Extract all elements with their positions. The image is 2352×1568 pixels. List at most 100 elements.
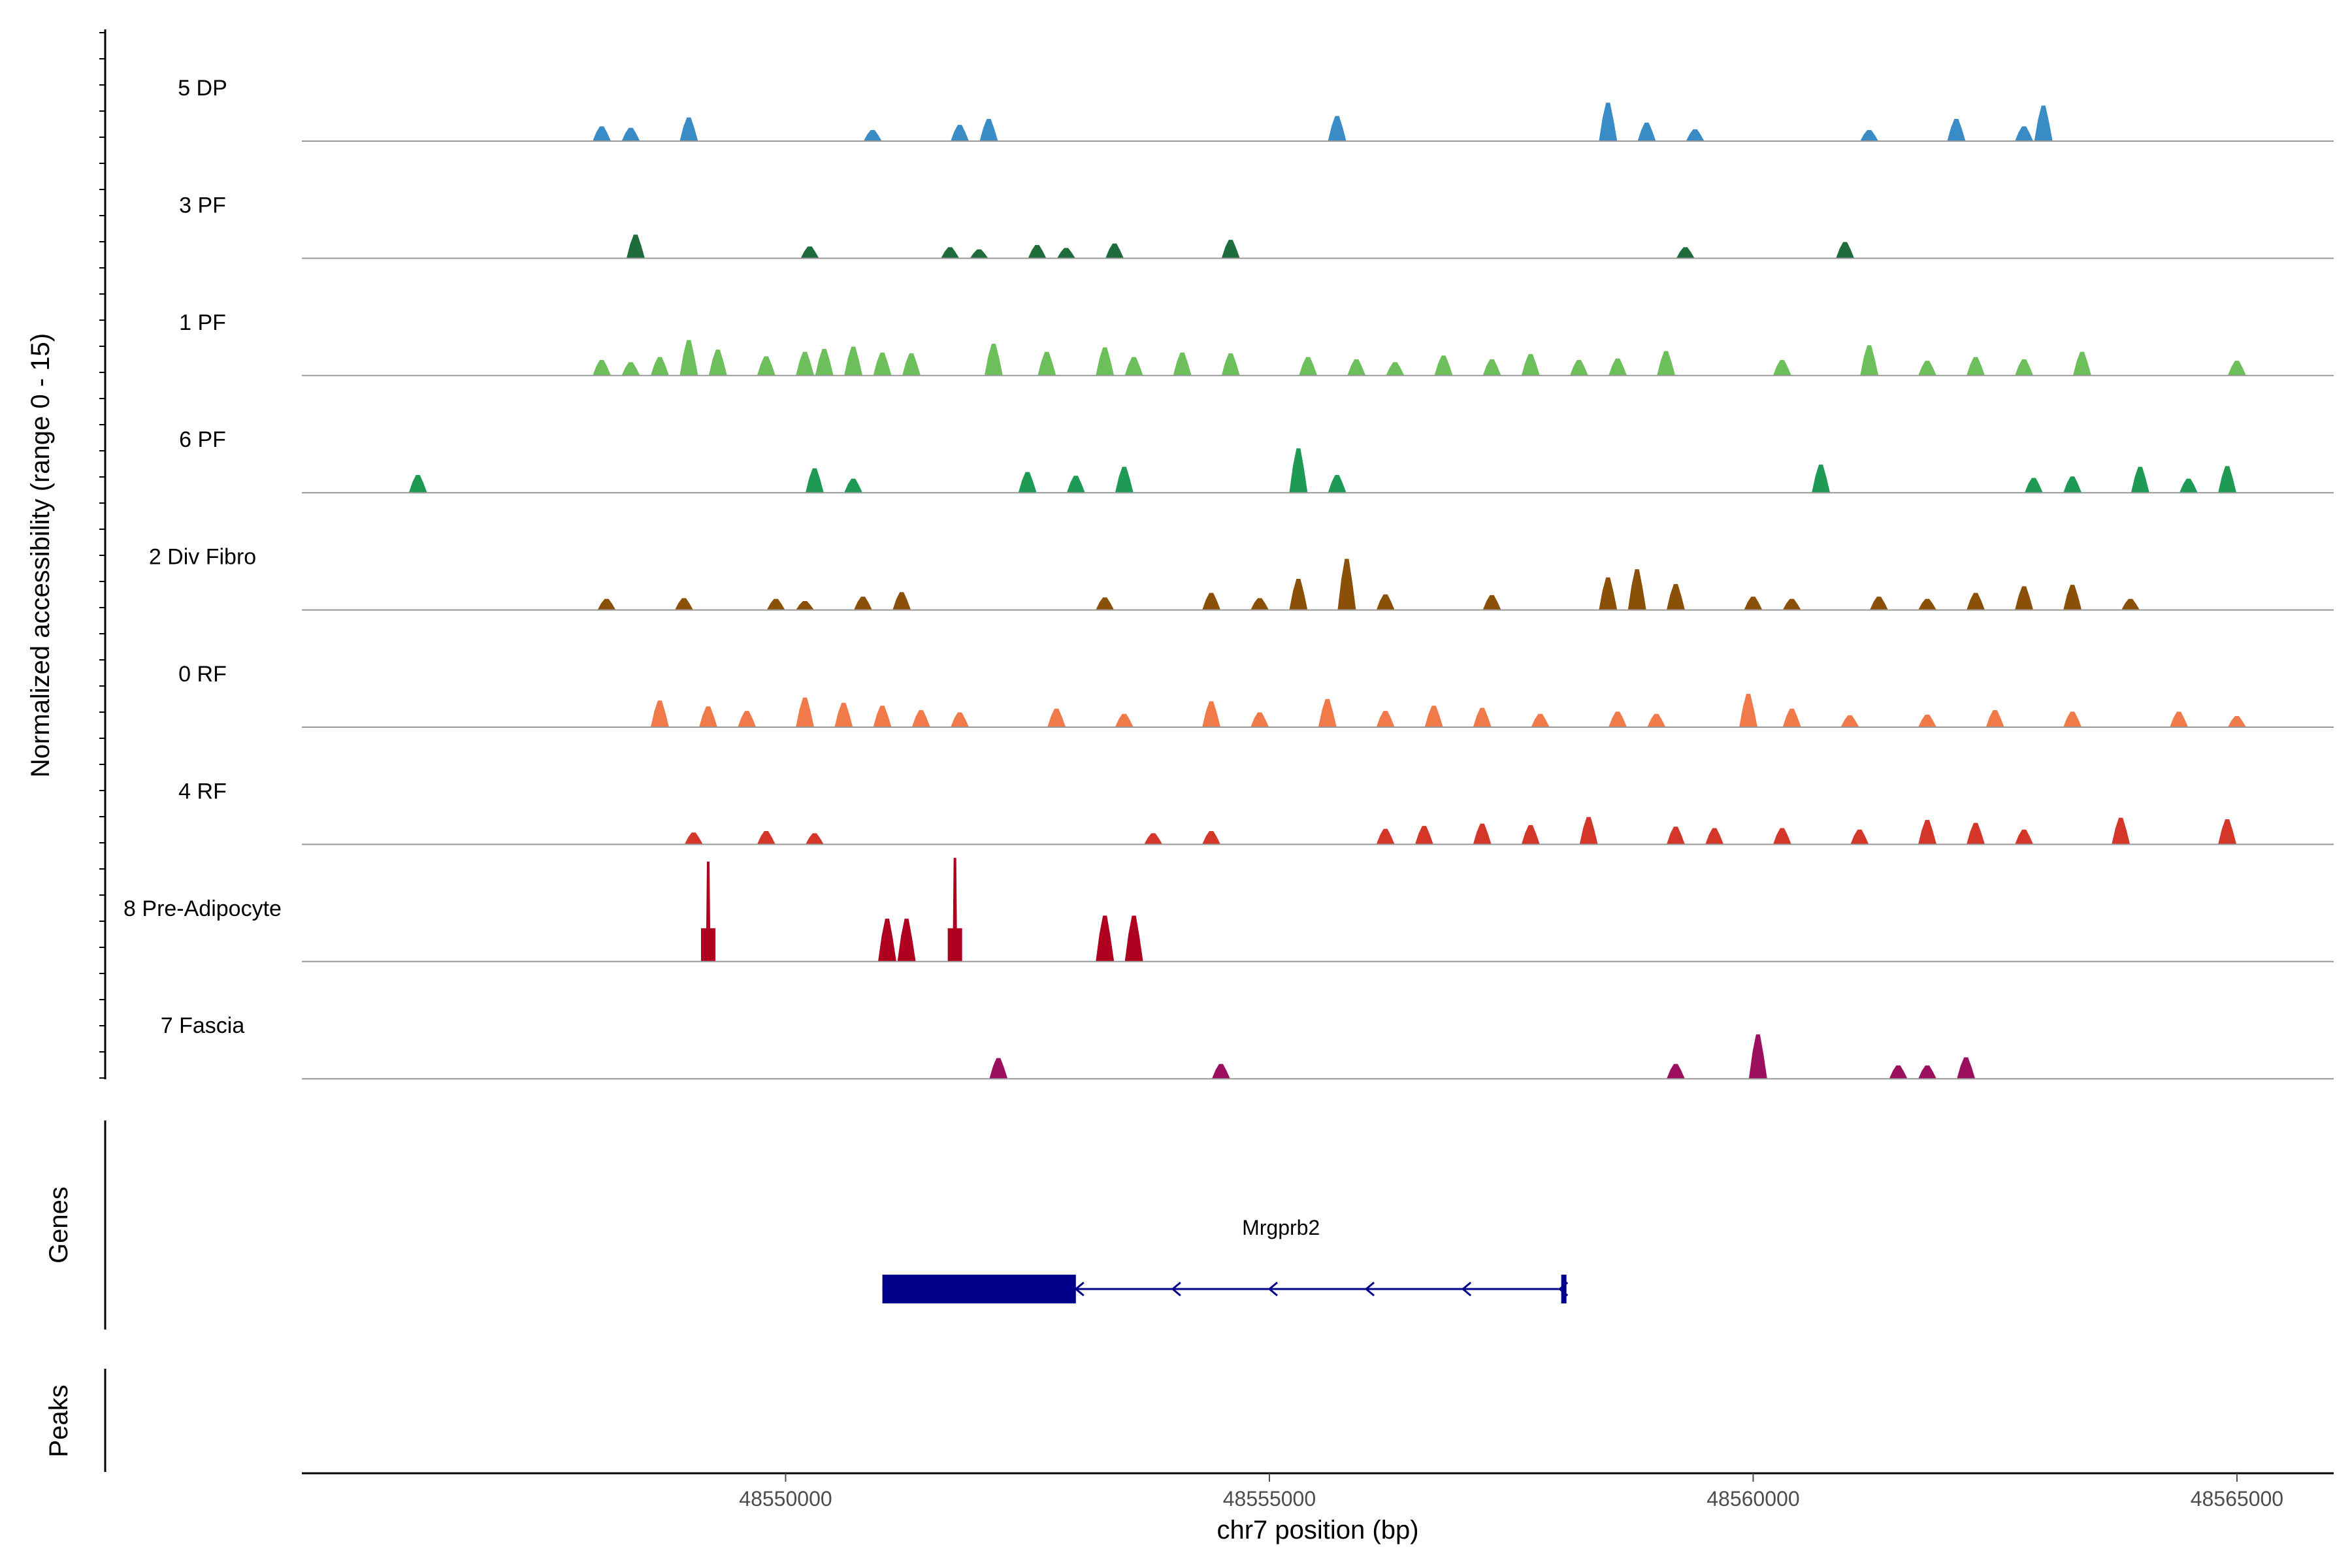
coverage-peak bbox=[1967, 593, 1985, 610]
strand-arrow bbox=[1364, 1281, 1375, 1297]
coverage-peak bbox=[626, 235, 645, 259]
coverage-peak bbox=[1414, 826, 1433, 845]
coverage-peak bbox=[951, 712, 970, 727]
coverage-peak bbox=[2063, 476, 2082, 493]
coverage-peak bbox=[902, 353, 921, 376]
coverage-peak bbox=[1889, 1065, 1908, 1079]
coverage-peak bbox=[873, 352, 892, 376]
coverage-peak bbox=[1609, 711, 1627, 727]
track-3-pf: 3 PF bbox=[179, 193, 2334, 259]
coverage-peak bbox=[1569, 360, 1588, 376]
coverage-peak bbox=[1376, 828, 1395, 845]
coverage-peak bbox=[679, 340, 698, 376]
coverage-peak bbox=[1840, 715, 1859, 727]
coverage-peak bbox=[757, 356, 776, 376]
coverage-peak bbox=[1115, 466, 1134, 493]
coverage-peak bbox=[1066, 476, 1085, 493]
coverage-peak bbox=[1860, 130, 1879, 141]
track-label: 6 PF bbox=[179, 427, 226, 452]
coverage-peak bbox=[877, 919, 896, 962]
x-tick-label: 48560000 bbox=[1707, 1487, 1799, 1511]
coverage-peak bbox=[911, 710, 930, 727]
coverage-peak bbox=[1599, 577, 1618, 610]
coverage-peak bbox=[757, 831, 776, 845]
coverage-peak bbox=[1609, 358, 1627, 376]
coverage-peak bbox=[1521, 353, 1540, 376]
coverage-peak bbox=[1521, 825, 1540, 845]
coverage-peak bbox=[650, 700, 669, 727]
coverage-peak bbox=[1850, 829, 1869, 845]
coverage-peak bbox=[1647, 713, 1666, 727]
coverage-peak bbox=[1299, 357, 1318, 376]
coverage-peak bbox=[1386, 362, 1405, 376]
x-axis-title: chr7 position (bp) bbox=[1217, 1516, 1418, 1544]
coverage-peak bbox=[1666, 1064, 1685, 1079]
coverage-peak bbox=[834, 702, 853, 727]
coverage-peak bbox=[1221, 353, 1240, 376]
coverage-peak bbox=[738, 711, 757, 727]
coverage-peak bbox=[2024, 478, 2043, 493]
coverage-peak bbox=[1482, 359, 1501, 376]
coverage-peak bbox=[2072, 351, 2091, 376]
coverage-peak bbox=[2063, 585, 2082, 610]
coverage-peak bbox=[1376, 594, 1395, 610]
coverage-peak bbox=[1328, 475, 1347, 493]
coverage-peak bbox=[679, 117, 698, 141]
coverage-peak bbox=[2112, 817, 2131, 845]
coverage-peak bbox=[1473, 823, 1492, 845]
coverage-peak bbox=[1782, 708, 1801, 727]
coverage-peak bbox=[1985, 710, 2004, 727]
coverage-peak bbox=[1173, 352, 1192, 376]
coverage-peak bbox=[2015, 586, 2034, 610]
coverage-peak bbox=[621, 127, 640, 141]
coverage-peak bbox=[408, 475, 427, 493]
coverage-peak bbox=[2015, 126, 2034, 141]
coverage-peak bbox=[1202, 593, 1221, 610]
coverage-peak bbox=[701, 861, 715, 962]
coverage-peak bbox=[1860, 345, 1879, 376]
coverage-peak bbox=[844, 346, 863, 376]
coverage-peak bbox=[805, 833, 824, 845]
coverage-peak bbox=[989, 1058, 1008, 1079]
track-label: 3 PF bbox=[179, 193, 226, 218]
genes-panel-title: Genes bbox=[44, 1186, 73, 1264]
coverage-peak bbox=[1347, 359, 1366, 376]
coverage-peak bbox=[1096, 915, 1115, 962]
track-label: 2 Div Fibro bbox=[149, 545, 256, 570]
track-label: 8 Pre-Adipocyte bbox=[123, 896, 282, 921]
coverage-peak bbox=[1869, 596, 1888, 610]
coverage-peak bbox=[1115, 713, 1134, 727]
coverage-peak bbox=[1482, 595, 1501, 610]
coverage-peak bbox=[593, 126, 612, 141]
gene-track: Mrgprb2 bbox=[882, 1216, 1569, 1303]
coverage-peak bbox=[1337, 559, 1356, 610]
coverage-peak bbox=[1918, 1065, 1936, 1079]
coverage-peak bbox=[684, 832, 703, 845]
track-4-rf: 4 RF bbox=[178, 779, 2334, 845]
coverage-peak bbox=[2170, 711, 2189, 727]
coverage-peak bbox=[796, 351, 815, 376]
coverage-peak bbox=[2034, 105, 2053, 141]
x-axis-ticks: 48550000 48555000 48560000 48565000 bbox=[739, 1473, 2283, 1511]
coverage-peak bbox=[1676, 247, 1695, 259]
coverage-peak bbox=[1599, 103, 1618, 141]
strand-arrow bbox=[1171, 1281, 1181, 1297]
coverage-peak bbox=[1637, 122, 1656, 141]
x-tick-label: 48550000 bbox=[739, 1487, 832, 1511]
coverage-peak bbox=[970, 249, 988, 259]
coverage-peak bbox=[650, 357, 669, 376]
coverage-peak bbox=[1531, 713, 1550, 727]
strand-arrow bbox=[1461, 1281, 1472, 1297]
coverage-peak bbox=[1744, 596, 1763, 610]
coverage-peak bbox=[2227, 716, 2246, 727]
coverage-peak bbox=[1748, 1034, 1767, 1079]
coverage-peak bbox=[1096, 597, 1115, 610]
coverage-peak bbox=[1918, 598, 1936, 610]
strand-arrow bbox=[1558, 1281, 1569, 1297]
track-label: 0 RF bbox=[178, 662, 227, 687]
gene-utr-end bbox=[1561, 1275, 1567, 1303]
coverage-peak bbox=[2015, 359, 2034, 376]
coverage-peak bbox=[597, 598, 616, 610]
